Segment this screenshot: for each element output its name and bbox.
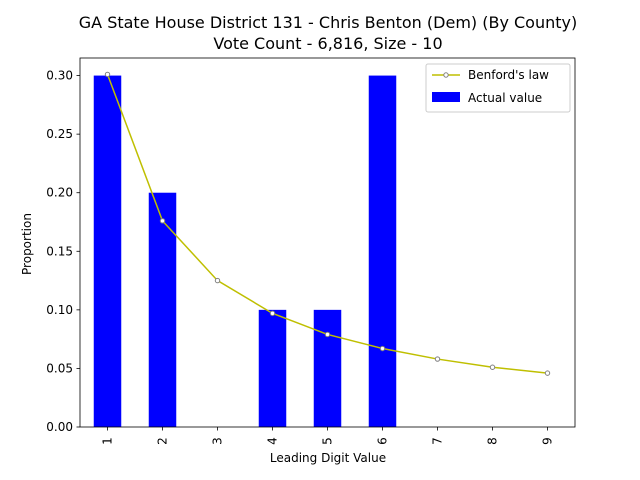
x-tick-label: 3	[211, 437, 225, 445]
benford-point-digit-9	[544, 370, 551, 376]
x-tick-label: 9	[541, 437, 555, 445]
x-tick-label: 2	[156, 437, 170, 445]
benford-point-digit-1	[104, 71, 111, 78]
y-tick-label: 0.30	[46, 69, 73, 83]
bar-digit-2	[148, 192, 177, 427]
benford-point-digit-6	[379, 345, 386, 352]
x-tick-label: 1	[101, 437, 115, 445]
benford-point-digit-7	[434, 356, 441, 362]
benford-point-digit-2	[159, 218, 166, 224]
y-axis-label: Proportion	[20, 213, 34, 275]
benford-point-digit-4	[269, 310, 276, 317]
plot-area: 0.00 0.05 0.10 0.15 0.20 0.25 0.30 1 2 3 4 5 6 7 8 9	[46, 57, 576, 445]
benford-point-digit-8	[489, 364, 496, 370]
benford-point-digit-5	[324, 331, 331, 338]
legend-label-actual: Actual value	[468, 91, 542, 105]
legend: Benford's law Actual value	[425, 63, 571, 113]
x-tick-label: 4	[266, 437, 280, 445]
bar-digit-5	[313, 309, 342, 427]
legend-bar-swatch	[432, 92, 460, 102]
bar-digit-6	[368, 75, 397, 428]
benford-point-digit-3	[214, 277, 221, 284]
x-axis-label: Leading Digit Value	[270, 451, 386, 465]
chart-title: GA State House District 131 - Chris Bent…	[79, 13, 577, 32]
chart-subtitle: Vote Count - 6,816, Size - 10	[213, 34, 442, 53]
y-tick-label: 0.15	[46, 244, 73, 258]
bar-digit-4	[258, 309, 287, 427]
y-tick-label: 0.25	[46, 127, 73, 141]
y-tick-label: 0.10	[46, 303, 73, 317]
y-tick-label: 0.00	[46, 420, 73, 434]
y-tick-label: 0.20	[46, 186, 73, 200]
legend-label-benford: Benford's law	[468, 68, 549, 82]
legend-box	[425, 63, 571, 113]
x-tick-label: 8	[486, 437, 500, 445]
x-tick-label: 6	[376, 437, 390, 445]
bar-digit-1	[93, 75, 122, 428]
legend-marker-swatch	[443, 72, 449, 78]
x-tick-label: 7	[431, 437, 445, 445]
x-tick-label: 5	[321, 437, 335, 445]
y-tick-label: 0.05	[46, 361, 73, 375]
